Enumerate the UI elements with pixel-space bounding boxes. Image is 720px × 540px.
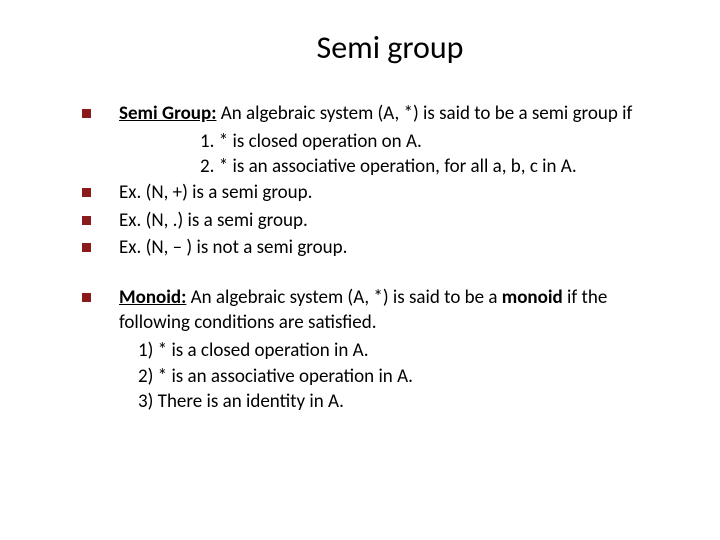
content-area: Semi Group: An algebraic system (A, *) i… [40, 101, 680, 415]
sub-line: 2) * is an associative operation in A. [82, 364, 680, 390]
bullet-item: Ex. (N, .) is a semi group. [82, 208, 680, 234]
bullet-text: Ex. (N, +) is a semi group. [119, 180, 680, 206]
spacer [82, 263, 680, 285]
slide-title: Semi group [100, 28, 680, 67]
square-bullet-icon [82, 293, 91, 302]
sub-line: 2. * is an associative operation, for al… [82, 154, 680, 180]
sub-line: 1) * is a closed operation in A. [82, 338, 680, 364]
sub-line: 1. * is closed operation on A. [82, 129, 680, 155]
sub-line: 3) There is an identity in A. [82, 389, 680, 415]
lead-rest: An algebraic system (A, *) is said to be… [216, 102, 632, 125]
bullet-item: Semi Group: An algebraic system (A, *) i… [82, 101, 680, 127]
square-bullet-icon [82, 109, 91, 118]
lead-term: Semi Group: [119, 102, 216, 125]
bullet-text: Ex. (N, .) is a semi group. [119, 208, 680, 234]
bullet-text: Semi Group: An algebraic system (A, *) i… [119, 101, 680, 127]
lead-term: Monoid: [119, 286, 186, 309]
bullet-text: Monoid: An algebraic system (A, *) is sa… [119, 285, 680, 336]
square-bullet-icon [82, 243, 91, 252]
bullet-item: Ex. (N, – ) is not a semi group. [82, 235, 680, 261]
slide: Semi group Semi Group: An algebraic syst… [0, 0, 720, 540]
bullet-item: Ex. (N, +) is a semi group. [82, 180, 680, 206]
bullet-text: Ex. (N, – ) is not a semi group. [119, 235, 680, 261]
square-bullet-icon [82, 216, 91, 225]
bullet-item: Monoid: An algebraic system (A, *) is sa… [82, 285, 680, 336]
lead-rest: An algebraic system (A, *) is said to be… [186, 286, 501, 309]
square-bullet-icon [82, 188, 91, 197]
lead-bold2: monoid [502, 286, 563, 309]
